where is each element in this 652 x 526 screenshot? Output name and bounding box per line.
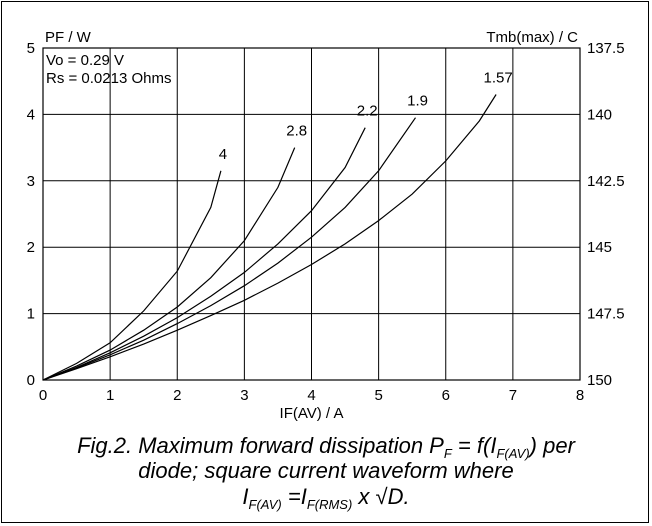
dissipation-chart: 0 1 2 3 4 5 6 7 8 0 1 2 3 4 5 150 147.5 145 142.5 140 137.5 P… xyxy=(27,29,625,422)
caption-line-2: diode; square current waveform where xyxy=(138,458,514,483)
x-tick-label: 2 xyxy=(173,387,181,404)
caption-subscript: F(RMS) xyxy=(306,497,353,512)
y2-tick-label: 142.5 xyxy=(587,173,625,190)
x-tick-label: 8 xyxy=(576,387,584,404)
caption-subscript: F(AV) xyxy=(496,446,530,461)
series-label: 1.57 xyxy=(483,69,512,86)
x-tick-label: 1 xyxy=(106,387,114,404)
x-tick-label: 6 xyxy=(442,387,450,404)
caption-line-1: Fig.2. Maximum forward dissipation PF = … xyxy=(0,433,652,461)
caption-subscript: F(AV) xyxy=(248,497,282,512)
y-tick-label: 5 xyxy=(27,40,35,57)
y-tick-label: 0 xyxy=(27,372,35,389)
series-line xyxy=(42,117,416,381)
plot-area-border xyxy=(42,47,581,381)
x-tick-label: 4 xyxy=(307,387,315,404)
x-tick-label: 0 xyxy=(39,387,47,404)
y2-tick-label: 147.5 xyxy=(587,306,625,323)
y-tick-label: 2 xyxy=(27,239,35,256)
series-line xyxy=(42,127,366,381)
y2-axis-label: Tmb(max) / C xyxy=(486,29,578,46)
caption-text: I xyxy=(242,484,249,509)
x-tick-label: 3 xyxy=(240,387,248,404)
series-label: 1.9 xyxy=(407,93,428,110)
y2-tick-label: 145 xyxy=(587,239,612,256)
caption-text: x √D. xyxy=(352,484,410,509)
x-tick-label: 7 xyxy=(509,387,517,404)
parameter-annotation: Rs = 0.0213 Ohms xyxy=(46,70,171,87)
y2-tick-label: 150 xyxy=(587,372,612,389)
x-tick-label: 5 xyxy=(374,387,382,404)
y-tick-label: 4 xyxy=(27,106,35,123)
y2-tick-label: 137.5 xyxy=(587,40,625,57)
y2-tick-label: 140 xyxy=(587,106,612,123)
caption-text: =I xyxy=(281,484,307,509)
series-line xyxy=(42,170,222,381)
y-tick-label: 1 xyxy=(27,306,35,323)
caption-text: Fig.2. Maximum forward dissipation P xyxy=(77,433,444,458)
series-label: 4 xyxy=(219,146,227,163)
series-label: 2.2 xyxy=(357,103,378,120)
caption-text: ) per xyxy=(529,433,575,458)
parameter-annotation: Vo = 0.29 V xyxy=(46,52,124,69)
series-line xyxy=(42,94,497,381)
series-label: 2.8 xyxy=(286,123,307,140)
y-tick-label: 3 xyxy=(27,173,35,190)
caption-line-3: IF(AV) =IF(RMS) x √D. xyxy=(0,484,652,512)
caption-subscript: F xyxy=(443,446,452,461)
caption-text: = f(I xyxy=(451,433,497,458)
series-line xyxy=(42,147,296,381)
x-axis-label: IF(AV) / A xyxy=(280,405,344,422)
y-axis-label: PF / W xyxy=(45,29,92,46)
